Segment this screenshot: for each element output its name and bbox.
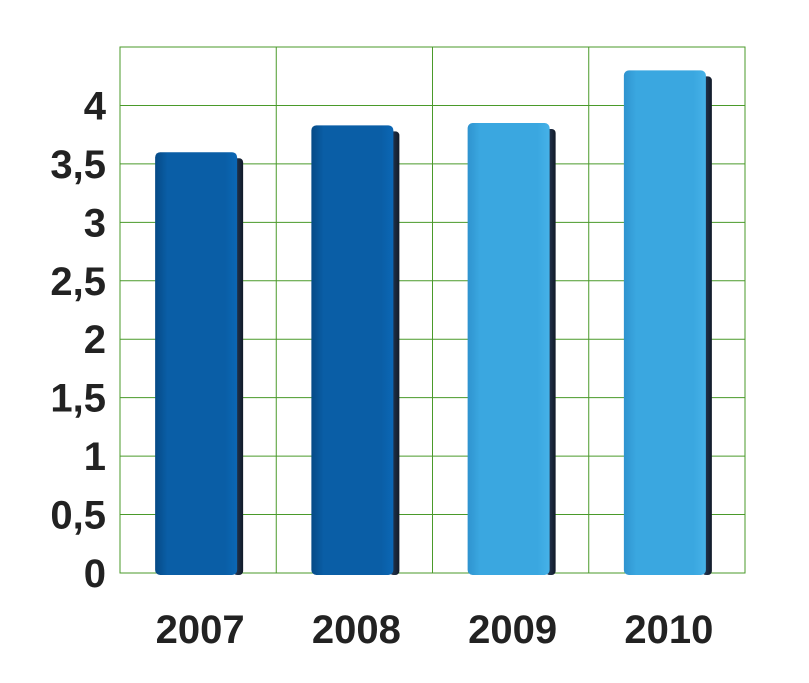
bar-2009 [467,122,556,575]
y-tick-label: 3,5 [50,143,106,187]
bars [155,70,712,575]
bar-2008 [311,125,400,575]
y-tick-label: 2,5 [50,260,106,304]
bar-2007 [155,152,244,575]
x-axis-category-labels: 2007 2008 2009 2010 [156,608,714,652]
x-category-label: 2007 [156,608,245,652]
y-tick-label: 4 [84,84,107,128]
x-category-label: 2009 [468,608,557,652]
y-tick-label: 0,5 [50,494,106,538]
y-tick-label: 2 [84,318,106,362]
y-tick-label: 1,5 [50,377,106,421]
x-category-label: 2010 [624,608,713,652]
bar-face [467,122,550,575]
x-category-label: 2008 [312,608,401,652]
bar-2010 [623,70,712,575]
y-axis-tick-labels: 0 0,5 1 1,5 2 2,5 3 3,5 4 [50,84,106,596]
y-tick-label: 1 [84,435,106,479]
y-tick-label: 3 [84,201,106,245]
bar-face [155,152,238,575]
bar-face [623,70,706,575]
bar-face [311,125,394,575]
y-tick-label: 0 [84,552,106,596]
